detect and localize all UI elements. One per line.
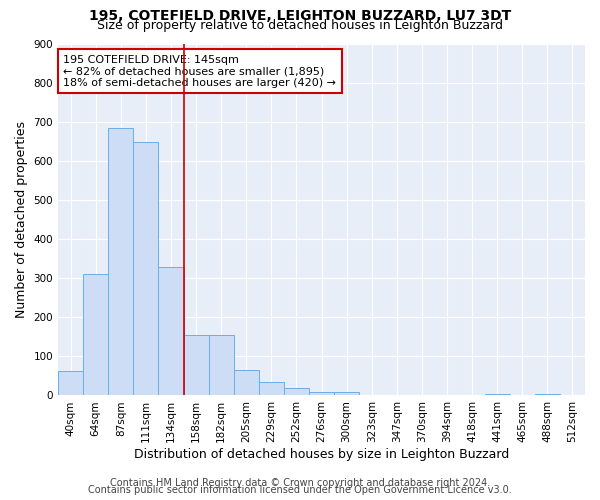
Text: 195, COTEFIELD DRIVE, LEIGHTON BUZZARD, LU7 3DT: 195, COTEFIELD DRIVE, LEIGHTON BUZZARD, …: [89, 9, 511, 23]
Y-axis label: Number of detached properties: Number of detached properties: [15, 121, 28, 318]
Bar: [158, 266, 184, 396]
Text: 195 COTEFIELD DRIVE: 145sqm
← 82% of detached houses are smaller (1,895)
18% of : 195 COTEFIELD DRIVE: 145sqm ← 82% of det…: [64, 54, 337, 88]
Bar: [133, 142, 158, 396]
Bar: [184, 335, 209, 396]
X-axis label: Distribution of detached houses by size in Leighton Buzzard: Distribution of detached houses by size …: [134, 448, 509, 461]
Bar: [309, 392, 334, 396]
Bar: [233, 370, 259, 396]
Text: Size of property relative to detached houses in Leighton Buzzard: Size of property relative to detached ho…: [97, 19, 503, 32]
Text: Contains HM Land Registry data © Crown copyright and database right 2024.: Contains HM Land Registry data © Crown c…: [110, 478, 490, 488]
Bar: [83, 274, 108, 396]
Bar: [259, 382, 284, 396]
Bar: [334, 392, 359, 396]
Bar: [209, 335, 233, 396]
Bar: [284, 388, 309, 396]
Text: Contains public sector information licensed under the Open Government Licence v3: Contains public sector information licen…: [88, 485, 512, 495]
Bar: [485, 394, 510, 396]
Bar: [108, 128, 133, 396]
Bar: [535, 394, 560, 396]
Bar: [58, 371, 83, 396]
